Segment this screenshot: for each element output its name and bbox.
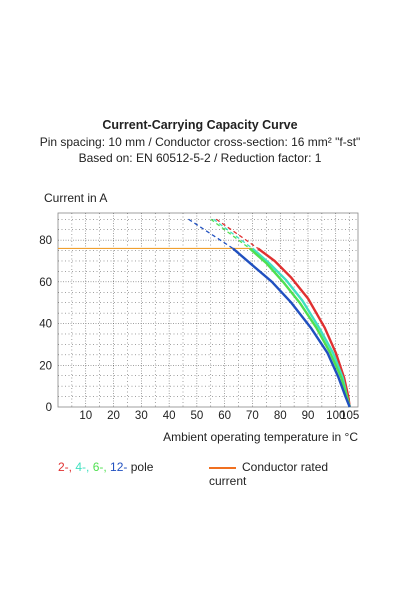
x-tick-label: 40 <box>163 410 176 422</box>
legend-sep: , <box>86 460 93 474</box>
x-tick-label: 105 <box>340 410 359 422</box>
x-tick-label: 70 <box>246 410 259 422</box>
series-dashed-6 <box>210 218 251 249</box>
legend-pole-2: 2- <box>58 460 69 474</box>
chart-subtitle-2: Based on: EN 60512-5-2 / Reduction facto… <box>78 151 322 165</box>
series-line-4 <box>251 247 351 408</box>
y-tick-label: 40 <box>39 319 52 331</box>
series-dashed-2 <box>215 218 259 249</box>
series-line-12 <box>232 247 351 408</box>
y-axis-label: Current in A <box>44 191 108 205</box>
chart-titles: Current-Carrying Capacity Curve Pin spac… <box>0 117 400 166</box>
y-tick-label: 60 <box>39 277 52 289</box>
x-tick-label: 60 <box>218 410 231 422</box>
legend-pole-6: 6- <box>92 460 104 474</box>
legend-pole-4: 4- <box>75 460 87 474</box>
plot-frame <box>57 212 359 408</box>
y-tick-label: 80 <box>39 235 52 247</box>
legend-rated-current: Conductor rated current <box>209 460 368 488</box>
chart-title: Current-Carrying Capacity Curve <box>102 118 298 132</box>
y-tick-label: 20 <box>39 360 52 372</box>
x-tick-label: 90 <box>302 410 315 422</box>
legend-poles: 2-, 4-, 6-, 12- pole <box>58 460 153 474</box>
legend-pole-suffix: pole <box>130 460 154 474</box>
series-dashed-12 <box>188 218 234 250</box>
x-tick-label: 10 <box>79 410 92 422</box>
y-tick-label: 0 <box>46 402 52 414</box>
x-tick-label: 50 <box>190 410 203 422</box>
x-tick-label: 30 <box>135 410 148 422</box>
legend-sep: , <box>103 460 111 474</box>
x-tick-label: 20 <box>107 410 120 422</box>
x-tick-label: 80 <box>274 410 287 422</box>
x-tick-label: 100 <box>326 410 345 422</box>
x-axis-label: Ambient operating temperature in °C <box>163 430 358 444</box>
series-line-6 <box>248 247 351 408</box>
legend-pole-12: 12- <box>110 460 128 474</box>
series-dashed-4 <box>213 218 253 249</box>
legend-rated-label: Conductor rated current <box>209 460 329 488</box>
legend: 2-, 4-, 6-, 12- pole Conductor rated cur… <box>58 460 368 488</box>
chart-subtitle: Pin spacing: 10 mm / Conductor cross-sec… <box>39 135 361 149</box>
legend-rated-line <box>209 466 236 469</box>
legend-sep: , <box>68 460 76 474</box>
series-line-2 <box>257 247 351 408</box>
